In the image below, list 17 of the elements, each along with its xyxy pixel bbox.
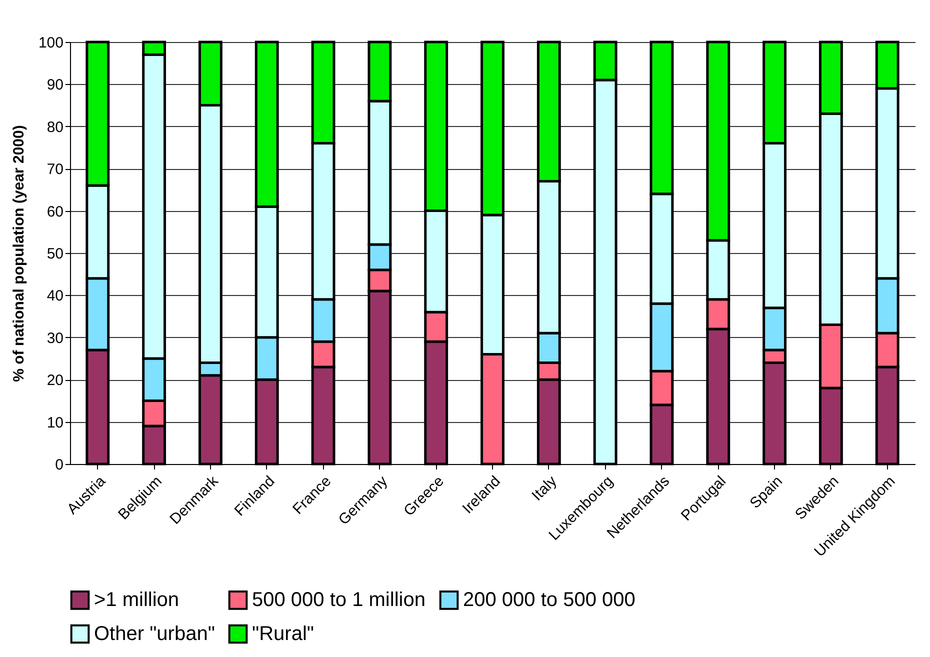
y-tick-label: 10: [46, 414, 64, 432]
legend-label: "Rural": [252, 623, 314, 645]
y-tick-label: 0: [55, 456, 64, 474]
legend-label: 200 000 to 500 000: [463, 589, 636, 612]
y-tick-label: 50: [46, 246, 64, 262]
y-tick-label: 80: [46, 118, 64, 136]
y-tick-label: 70: [46, 161, 64, 178]
y-tick-label: 40: [46, 288, 64, 305]
y-tick-label: 20: [46, 372, 64, 390]
legend-label: Other "urban": [94, 623, 215, 645]
y-axis-title: % of national population (year 2000): [10, 125, 28, 382]
y-tick-label: 90: [46, 76, 64, 94]
legend-label: 500 000 to 1 million: [252, 589, 426, 612]
legend-label: >1 million: [94, 589, 180, 612]
y-tick-label: 60: [46, 203, 64, 220]
y-tick-label: 100: [38, 34, 64, 52]
y-tick-label: 30: [46, 330, 64, 347]
